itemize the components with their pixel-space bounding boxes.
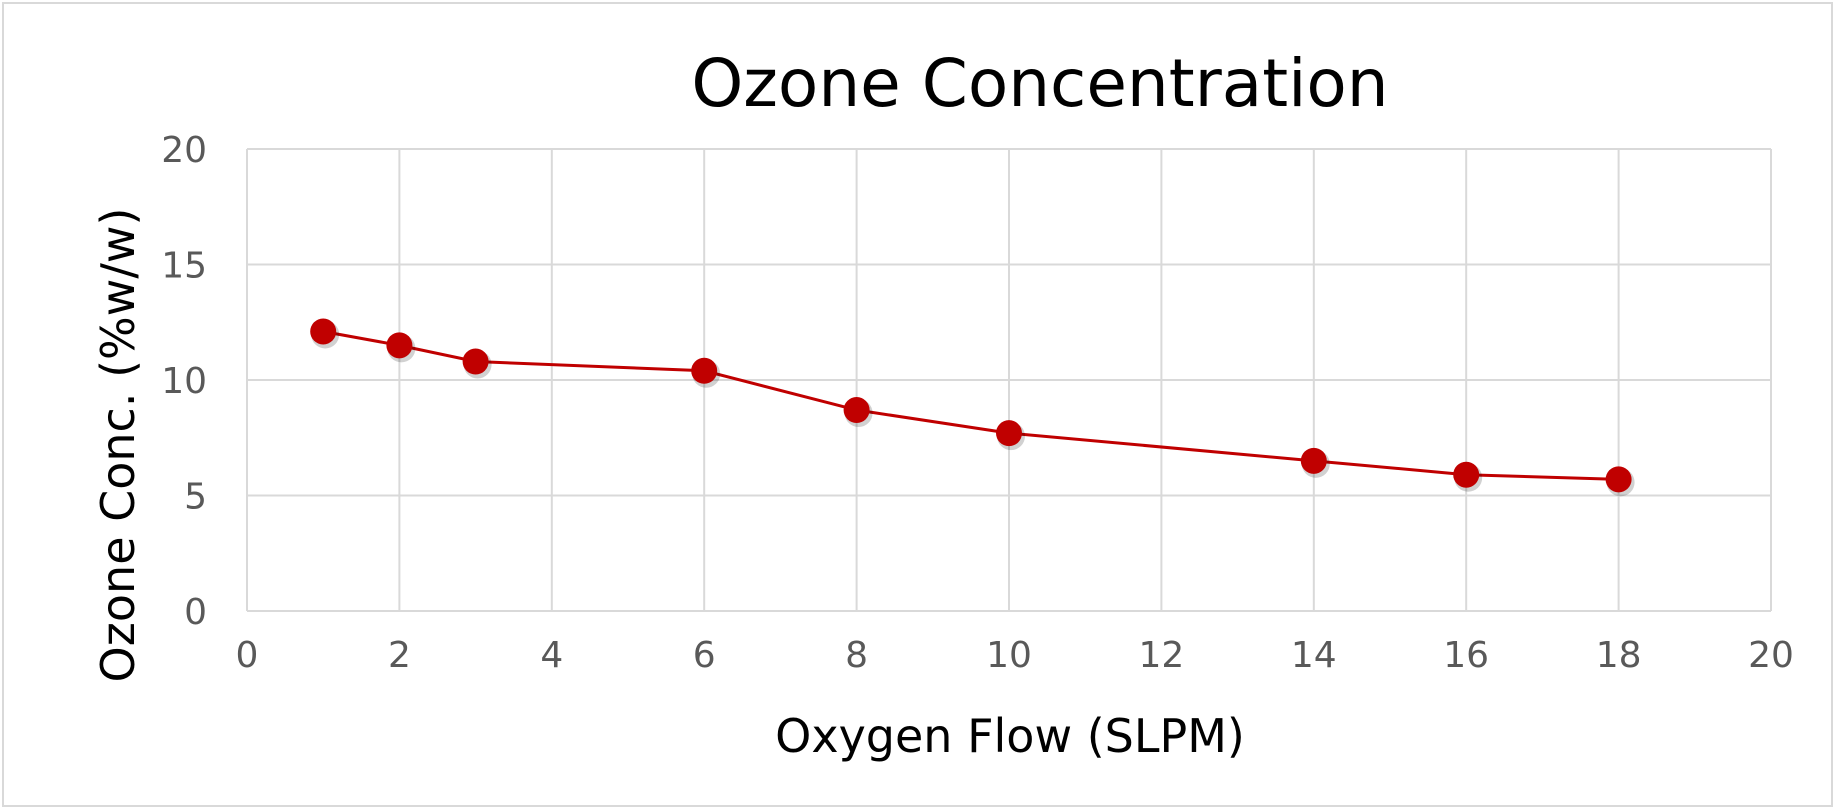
x-tick-label: 6 [693,635,716,676]
y-tick-label: 10 [161,361,207,402]
x-tick-label: 18 [1596,635,1642,676]
x-tick-label: 20 [1748,635,1794,676]
x-tick-label: 8 [845,635,868,676]
chart-title: Ozone Concentration [691,45,1388,122]
grid [246,148,1772,612]
series-line [322,330,1619,481]
x-tick-label: 10 [986,635,1032,676]
y-tick-label: 5 [184,477,207,518]
y-tick-label: 20 [161,130,207,171]
y-tick-labels: 0 5 10 15 20 [161,130,207,633]
x-tick-label: 4 [540,635,563,676]
data-point [843,397,870,424]
data-point [1605,466,1632,493]
data-point [996,420,1022,447]
data-point [1453,461,1480,488]
y-axis-title: Ozone Conc. (%w/w) [91,208,145,683]
series-line-layer [322,330,1619,481]
x-tick-label: 0 [236,635,259,676]
y-tick-label: 0 [184,592,207,633]
data-point [1300,447,1327,474]
x-tick-label: 12 [1138,635,1184,676]
x-tick-label: 14 [1291,635,1337,676]
x-axis-title: Oxygen Flow (SLPM) [775,709,1245,763]
data-point-layer [310,318,1635,497]
y-tick-label: 15 [161,246,207,287]
data-point [691,357,718,384]
data-point [310,318,337,345]
x-tick-label: 16 [1443,635,1489,676]
data-point [462,348,489,375]
x-tick-label: 2 [388,635,411,676]
x-tick-labels: 0 2 4 6 8 10 12 14 16 18 20 [236,635,1794,676]
data-point [386,332,413,359]
